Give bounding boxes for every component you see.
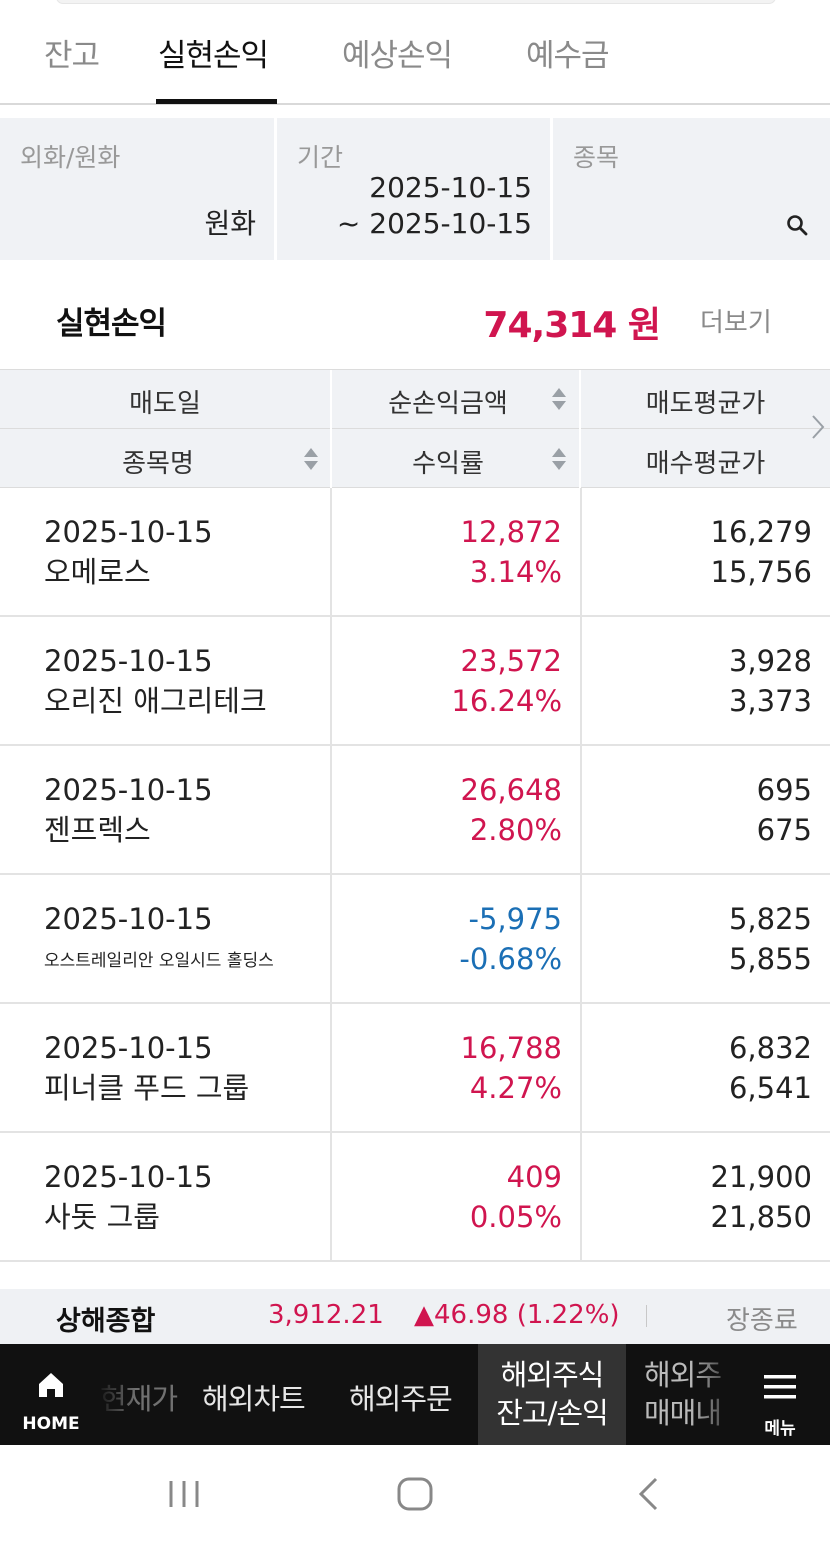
summary-amount: 74,314 원 — [483, 305, 661, 346]
row-net-profit: -5,975 — [468, 902, 563, 936]
row-sell-date: 2025-10-15 — [44, 773, 213, 807]
sort-icon[interactable] — [551, 445, 567, 473]
sort-icon[interactable] — [551, 385, 567, 413]
tab-realized-pnl[interactable]: 실현손익 — [158, 38, 269, 74]
header-sell-avg: 매도평균가 — [645, 389, 766, 419]
row-net-profit: 26,648 — [460, 773, 562, 807]
back-icon[interactable] — [636, 1477, 662, 1511]
summary-title: 실현손익 — [56, 306, 167, 342]
header-sell-date: 매도일 — [129, 389, 201, 419]
row-buy-avg: 5,855 — [728, 942, 812, 976]
table-row[interactable]: 2025-10-15 오리진 애그리테크 23,572 16.24% 3,928 3,… — [0, 617, 830, 746]
row-sell-avg: 5,825 — [728, 902, 812, 936]
menu-label: 메뉴 — [764, 1419, 796, 1439]
row-buy-avg: 15,756 — [710, 555, 812, 589]
row-sell-date: 2025-10-15 — [44, 644, 213, 678]
hamburger-icon — [764, 1375, 796, 1399]
row-stock-name: 젠프렉스 — [44, 813, 151, 847]
index-price: 3,912.21 — [268, 1300, 384, 1330]
stock-filter[interactable]: 종목 — [553, 118, 830, 260]
row-return-rate: -0.68% — [459, 942, 562, 976]
row-buy-avg: 6,541 — [728, 1071, 812, 1105]
row-buy-avg: 21,850 — [710, 1200, 812, 1234]
row-sell-avg: 695 — [756, 773, 812, 807]
index-ticker[interactable]: 상해종합 3,912.21 ▲46.98 (1.22%) 장종료 — [0, 1289, 830, 1344]
row-return-rate: 4.27% — [469, 1071, 562, 1105]
header-divider — [0, 428, 830, 429]
table-row[interactable]: 2025-10-15 오메로스 12,872 3.14% 16,279 15,756 — [0, 488, 830, 617]
row-return-rate: 2.80% — [469, 813, 562, 847]
home-label: HOME — [22, 1414, 80, 1434]
tab-expected-pnl[interactable]: 예상손익 — [342, 38, 453, 74]
row-sell-avg: 16,279 — [710, 515, 812, 549]
nav-fade-right — [690, 1344, 740, 1445]
index-change: ▲46.98 (1.22%) — [414, 1300, 620, 1330]
currency-filter-value: 원화 — [204, 207, 256, 240]
menu-button[interactable]: 메뉴 — [760, 1370, 800, 1440]
home-icon — [39, 1373, 63, 1397]
tab-bar: 잔고 실현손익 예상손익 예수금 — [0, 0, 830, 105]
row-net-profit: 409 — [506, 1160, 562, 1194]
row-stock-name: 오메로스 — [44, 555, 151, 589]
row-sell-date: 2025-10-15 — [44, 515, 213, 549]
ticker-divider — [646, 1305, 647, 1327]
active-tab-indicator — [156, 99, 277, 104]
index-name: 상해종합 — [56, 1306, 156, 1337]
period-filter-label: 기간 — [297, 143, 344, 172]
header-col-divider — [579, 370, 581, 489]
header-net-profit[interactable]: 순손익금액 — [388, 389, 508, 419]
row-buy-avg: 3,373 — [728, 684, 812, 718]
table-header: 매도일 순손익금액 매도평균가 종목명 수익률 매수평균가 — [0, 369, 830, 489]
row-stock-name: 오스트레일리안 오일시드 홀딩스 — [44, 951, 274, 971]
search-icon[interactable] — [786, 214, 808, 236]
header-buy-avg: 매수평균가 — [645, 449, 766, 479]
nav-overseas-balance[interactable]: 해외주식 잔고/손익 — [478, 1344, 626, 1445]
row-stock-name: 오리진 애그리테크 — [44, 684, 267, 718]
table-row[interactable]: 2025-10-15 젠프렉스 26,648 2.80% 695 675 — [0, 746, 830, 875]
row-sell-avg: 3,928 — [728, 644, 812, 678]
header-stock-name[interactable]: 종목명 — [122, 449, 194, 479]
home-circle-icon[interactable] — [396, 1477, 434, 1511]
row-sell-date: 2025-10-15 — [44, 1160, 213, 1194]
row-sell-avg: 6,832 — [728, 1031, 812, 1065]
row-buy-avg: 675 — [756, 813, 812, 847]
period-from: 2025-10-15 — [369, 171, 532, 204]
period-filter[interactable]: 기간 2025-10-15 ~ 2025-10-15 — [277, 118, 550, 260]
sort-icon[interactable] — [303, 445, 319, 473]
table-row[interactable]: 2025-10-15 오스트레일리안 오일시드 홀딩스 -5,975 -0.68% … — [0, 875, 830, 1004]
header-return-rate[interactable]: 수익률 — [412, 449, 484, 479]
row-return-rate: 16.24% — [451, 684, 562, 718]
row-sell-date: 2025-10-15 — [44, 1031, 213, 1065]
table-row[interactable]: 2025-10-15 피너클 푸드 그룹 16,788 4.27% 6,832 6,5… — [0, 1004, 830, 1133]
row-return-rate: 0.05% — [469, 1200, 562, 1234]
nav-balance-line1: 해외주식 — [500, 1358, 605, 1392]
row-net-profit: 23,572 — [460, 644, 562, 678]
home-button[interactable]: HOME — [22, 1366, 80, 1436]
row-stock-name: 사돗 그룹 — [44, 1200, 160, 1234]
currency-filter-label: 외화/원화 — [20, 143, 121, 172]
tab-balance[interactable]: 잔고 — [44, 38, 100, 74]
row-sell-date: 2025-10-15 — [44, 902, 213, 936]
period-to: ~ 2025-10-15 — [336, 207, 532, 240]
row-return-rate: 3.14% — [469, 555, 562, 589]
nav-overseas-chart[interactable]: 해외차트 — [202, 1382, 306, 1416]
header-col-divider — [330, 370, 332, 489]
row-net-profit: 16,788 — [460, 1031, 562, 1065]
chevron-right-icon[interactable] — [811, 414, 825, 440]
nav-balance-line2: 잔고/손익 — [496, 1396, 609, 1430]
row-sell-avg: 21,900 — [710, 1160, 812, 1194]
recent-apps-icon[interactable] — [166, 1479, 202, 1509]
nav-fade-left — [96, 1344, 136, 1445]
tab-deposit[interactable]: 예수금 — [526, 38, 610, 74]
currency-filter[interactable]: 외화/원화 원화 — [0, 118, 274, 260]
row-stock-name: 피너클 푸드 그룹 — [44, 1071, 250, 1105]
more-button[interactable]: 더보기 — [700, 308, 772, 338]
nav-overseas-order[interactable]: 해외주문 — [349, 1382, 453, 1416]
stock-filter-label: 종목 — [573, 143, 620, 172]
table-row[interactable]: 2025-10-15 사돗 그룹 409 0.05% 21,900 21,850 — [0, 1133, 830, 1262]
bottom-nav: HOME 현재가 해외차트 해외주문 해외주식 잔고/손익 해외주 매매내 메뉴 — [0, 1344, 830, 1445]
system-nav-bar — [0, 1445, 830, 1542]
market-status: 장종료 — [726, 1306, 798, 1336]
row-net-profit: 12,872 — [460, 515, 562, 549]
